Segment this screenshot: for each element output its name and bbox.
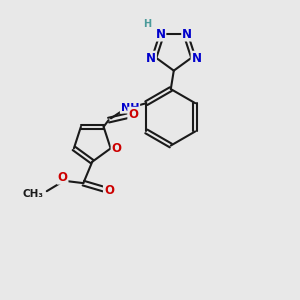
Text: O: O — [58, 171, 68, 184]
Text: NH: NH — [121, 103, 139, 112]
Text: H: H — [144, 19, 152, 29]
Text: CH₃: CH₃ — [22, 188, 43, 199]
Text: N: N — [192, 52, 202, 65]
Text: O: O — [104, 184, 114, 197]
Text: O: O — [128, 108, 138, 121]
Text: O: O — [112, 142, 122, 155]
Text: N: N — [182, 28, 192, 40]
Text: N: N — [155, 28, 165, 40]
Text: N: N — [146, 52, 156, 65]
